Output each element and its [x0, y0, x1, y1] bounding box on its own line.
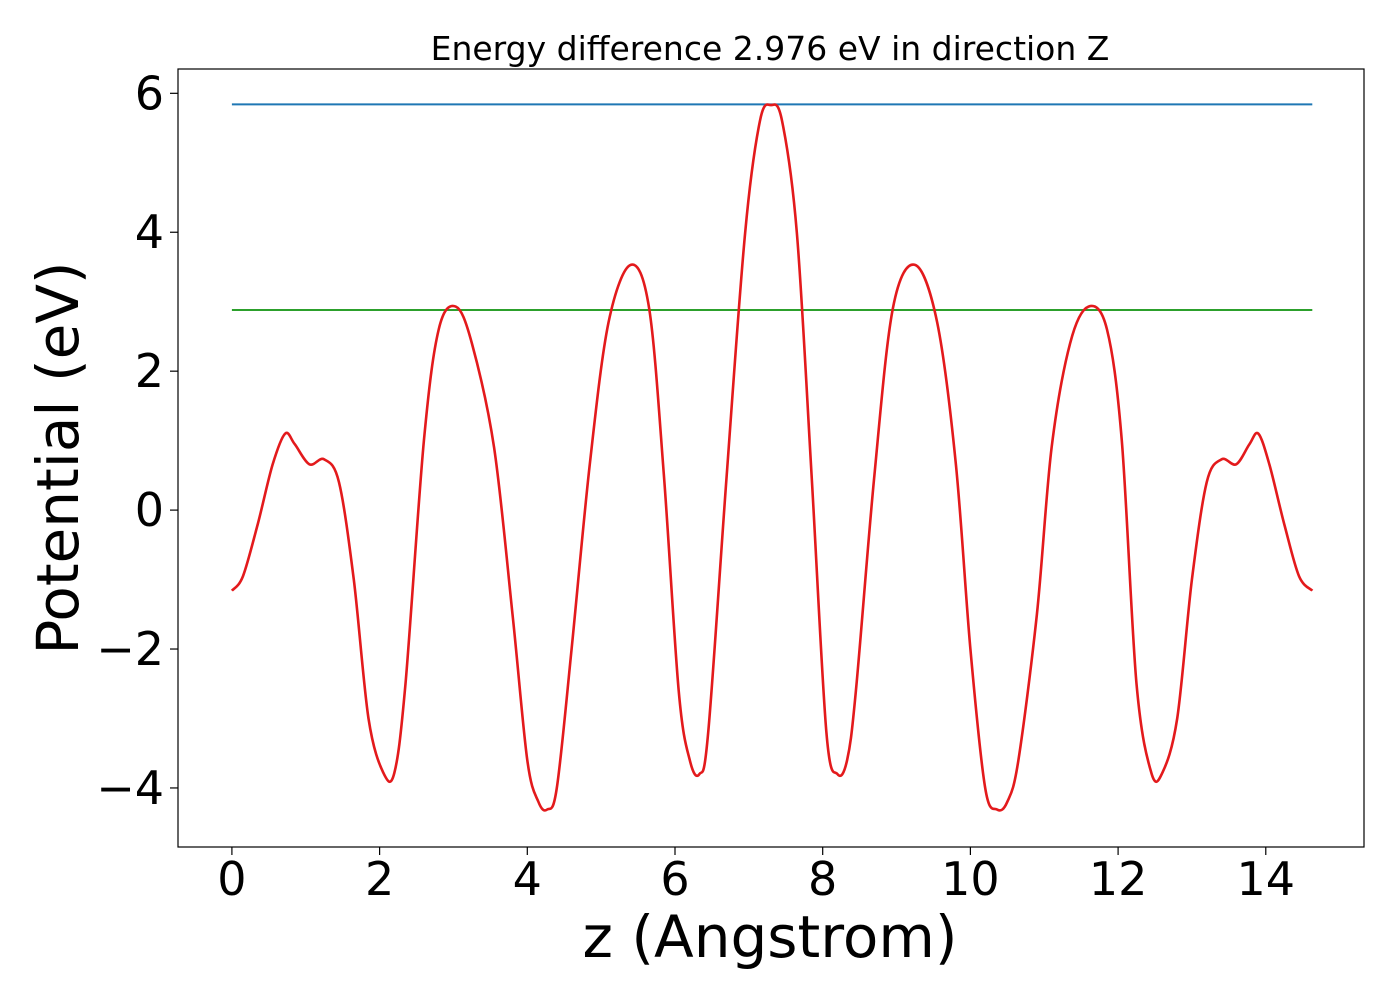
x-axis-label: z (Angstrom): [583, 903, 958, 971]
y-tick-label: 6: [135, 66, 164, 120]
y-tick-label: −2: [96, 622, 164, 676]
series-lines: [230, 103, 1314, 812]
x-tick-label: 6: [660, 852, 689, 906]
x-tick-label: 10: [941, 852, 1000, 906]
y-axis-label: Potential (eV): [24, 261, 92, 654]
series-line-2: [230, 103, 1314, 812]
x-tick-label: 12: [1089, 852, 1148, 906]
x-tick-label: 4: [513, 852, 542, 906]
x-axis-ticks: 0 2 4 6 8 10 12 14: [217, 847, 1295, 906]
y-tick-label: 4: [135, 205, 164, 259]
y-tick-label: 0: [135, 483, 164, 537]
y-axis-ticks: −4 −2 0 2 4 6: [96, 66, 178, 815]
chart-title: Energy difference 2.976 eV in direction …: [431, 29, 1110, 68]
x-tick-label: 2: [365, 852, 394, 906]
plot-frame: [177, 68, 1365, 848]
x-tick-label: 14: [1237, 852, 1296, 906]
x-tick-label: 8: [808, 852, 837, 906]
y-tick-label: 2: [135, 344, 164, 398]
x-tick-label: 0: [217, 852, 246, 906]
y-tick-label: −4: [96, 761, 164, 815]
